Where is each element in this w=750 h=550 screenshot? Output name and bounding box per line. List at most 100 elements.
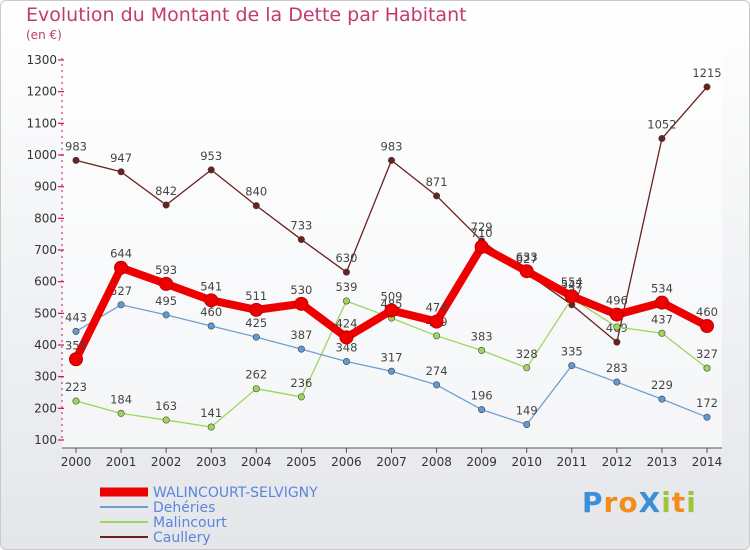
data-label: 644 xyxy=(110,247,132,261)
data-label: 460 xyxy=(696,305,718,319)
y-tick-label: 800 xyxy=(34,211,57,225)
data-label: 511 xyxy=(245,289,267,303)
data-label: 953 xyxy=(200,149,222,163)
data-label: 474 xyxy=(426,301,448,315)
data-label: 425 xyxy=(245,316,267,330)
data-point xyxy=(429,314,444,329)
data-point xyxy=(117,168,125,176)
data-label: 327 xyxy=(696,347,718,361)
data-point xyxy=(297,393,305,401)
data-label: 383 xyxy=(471,329,493,343)
data-label: 236 xyxy=(290,376,312,390)
x-tick-label: 2012 xyxy=(602,455,633,469)
data-point xyxy=(703,364,711,372)
data-point xyxy=(384,303,399,318)
data-point xyxy=(159,276,174,291)
data-label: 534 xyxy=(651,282,673,296)
data-label: 424 xyxy=(335,316,357,330)
y-tick-label: 1200 xyxy=(26,85,57,99)
x-tick-label: 2009 xyxy=(466,455,497,469)
data-label: 328 xyxy=(516,347,538,361)
y-tick-label: 500 xyxy=(34,306,57,320)
data-point xyxy=(69,352,83,367)
data-point xyxy=(658,135,666,143)
proxiti-logo: ProXiti xyxy=(582,486,697,519)
data-point xyxy=(564,289,579,304)
data-point xyxy=(342,357,350,365)
data-point xyxy=(342,297,350,305)
data-point xyxy=(387,156,395,164)
data-label: 223 xyxy=(65,380,87,394)
data-point xyxy=(342,268,350,276)
data-point xyxy=(433,192,441,200)
y-tick-label: 300 xyxy=(34,370,57,384)
data-label: 141 xyxy=(200,406,222,420)
chart-title: Evolution du Montant de la Dette par Hab… xyxy=(26,4,467,26)
x-tick-label: 2004 xyxy=(241,455,272,469)
data-point xyxy=(474,239,489,254)
data-label: 348 xyxy=(335,340,357,354)
data-point xyxy=(162,416,170,424)
x-tick-label: 2006 xyxy=(331,455,362,469)
data-label: 262 xyxy=(245,368,267,382)
data-point xyxy=(72,156,80,164)
data-label: 163 xyxy=(155,399,177,413)
data-label: 317 xyxy=(381,350,403,364)
legend-label: Dehéries xyxy=(153,500,215,516)
x-tick-label: 2003 xyxy=(196,455,227,469)
data-point xyxy=(252,333,260,341)
data-point xyxy=(433,381,441,389)
data-point xyxy=(703,83,711,91)
data-label: 509 xyxy=(381,289,403,303)
data-point xyxy=(613,338,621,346)
data-label: 630 xyxy=(335,251,357,265)
y-tick-label: 400 xyxy=(34,338,57,352)
x-tick-label: 2014 xyxy=(692,455,723,469)
data-point xyxy=(613,323,621,331)
x-tick-label: 2001 xyxy=(106,455,137,469)
logo-letter: i xyxy=(686,486,697,519)
data-point xyxy=(297,236,305,244)
data-point xyxy=(207,322,215,330)
data-point xyxy=(297,345,305,353)
data-label: 184 xyxy=(110,392,132,406)
data-point xyxy=(114,260,129,275)
data-label: 387 xyxy=(290,328,312,342)
y-tick-label: 700 xyxy=(34,243,57,257)
legend-label: Caullery xyxy=(153,530,211,546)
data-label: 335 xyxy=(561,345,583,359)
data-label: 1052 xyxy=(647,118,676,132)
chart-subtitle: (en €) xyxy=(26,28,62,42)
data-label: 947 xyxy=(110,151,132,165)
data-label: 1215 xyxy=(692,66,721,80)
data-point xyxy=(654,295,669,310)
y-tick-label: 1000 xyxy=(26,148,57,162)
x-tick-label: 2008 xyxy=(421,455,452,469)
data-label: 283 xyxy=(606,361,628,375)
logo-letter: o xyxy=(618,486,639,519)
data-label: 530 xyxy=(290,283,312,297)
data-label: 554 xyxy=(561,275,583,289)
data-point xyxy=(703,413,711,421)
data-label: 437 xyxy=(651,312,673,326)
data-point xyxy=(478,346,486,354)
y-tick-label: 600 xyxy=(34,275,57,289)
legend-label: WALINCOURT-SELVIGNY xyxy=(153,485,318,501)
data-point xyxy=(72,327,80,335)
logo-letter: P xyxy=(582,486,604,519)
data-label: 733 xyxy=(290,219,312,233)
data-point xyxy=(339,330,354,345)
data-label: 443 xyxy=(65,310,87,324)
logo-letter: r xyxy=(603,486,619,519)
x-tick-label: 2011 xyxy=(557,455,588,469)
data-label: 229 xyxy=(651,378,673,392)
data-label: 539 xyxy=(335,280,357,294)
data-label: 172 xyxy=(696,396,718,410)
data-label: 710 xyxy=(471,226,493,240)
data-point xyxy=(249,302,264,317)
data-label: 840 xyxy=(245,185,267,199)
data-label: 355 xyxy=(65,338,87,352)
data-point xyxy=(387,367,395,375)
data-point xyxy=(433,332,441,340)
